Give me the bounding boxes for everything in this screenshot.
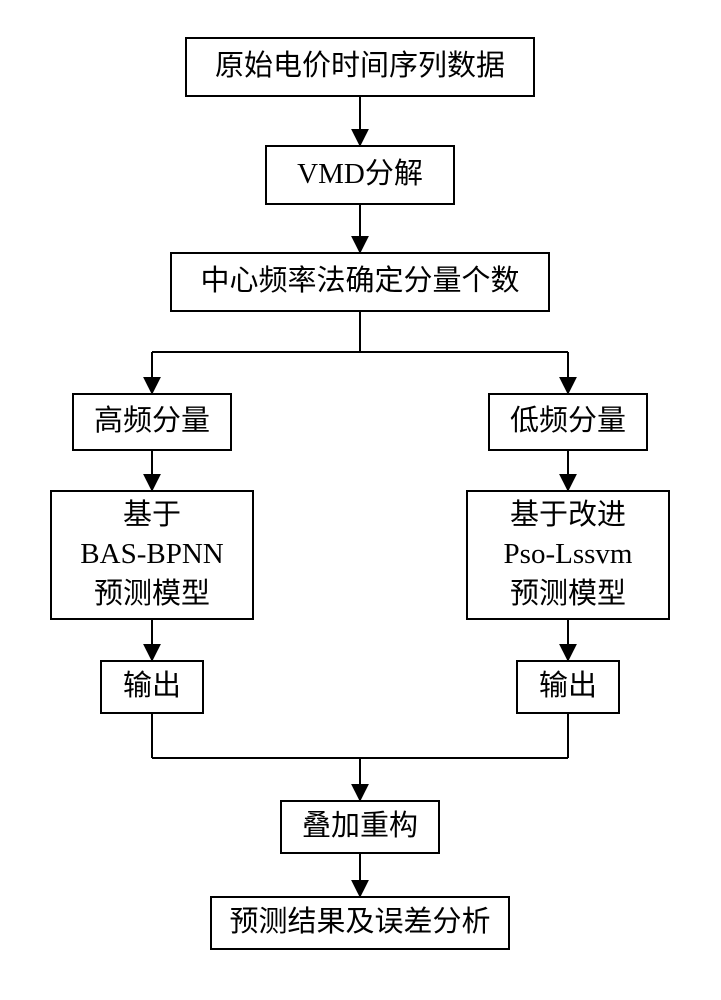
node-output-right: 输出: [516, 660, 620, 714]
node-label: 输出: [123, 667, 181, 706]
node-label: 原始电价时间序列数据: [215, 47, 505, 86]
node-high-freq: 高频分量: [72, 393, 232, 451]
node-label: 基于 BAS-BPNN 预测模型: [80, 496, 223, 613]
node-output-left: 输出: [100, 660, 204, 714]
node-label: 低频分量: [510, 402, 626, 441]
node-vmd: VMD分解: [265, 145, 455, 205]
node-center-freq: 中心频率法确定分量个数: [170, 252, 550, 312]
node-result: 预测结果及误差分析: [210, 896, 510, 950]
node-label: 预测结果及误差分析: [229, 903, 490, 942]
node-label: VMD分解: [297, 155, 423, 194]
node-label: 中心频率法确定分量个数: [200, 262, 519, 301]
node-label: 输出: [539, 667, 597, 706]
node-low-freq: 低频分量: [488, 393, 648, 451]
node-original-data: 原始电价时间序列数据: [185, 37, 535, 97]
node-pso-lssvm: 基于改进 Pso-Lssvm 预测模型: [466, 490, 670, 620]
node-label: 基于改进 Pso-Lssvm 预测模型: [504, 496, 633, 613]
node-reconstruct: 叠加重构: [280, 800, 440, 854]
node-label: 叠加重构: [302, 807, 418, 846]
node-bas-bpnn: 基于 BAS-BPNN 预测模型: [50, 490, 254, 620]
node-label: 高频分量: [94, 402, 210, 441]
